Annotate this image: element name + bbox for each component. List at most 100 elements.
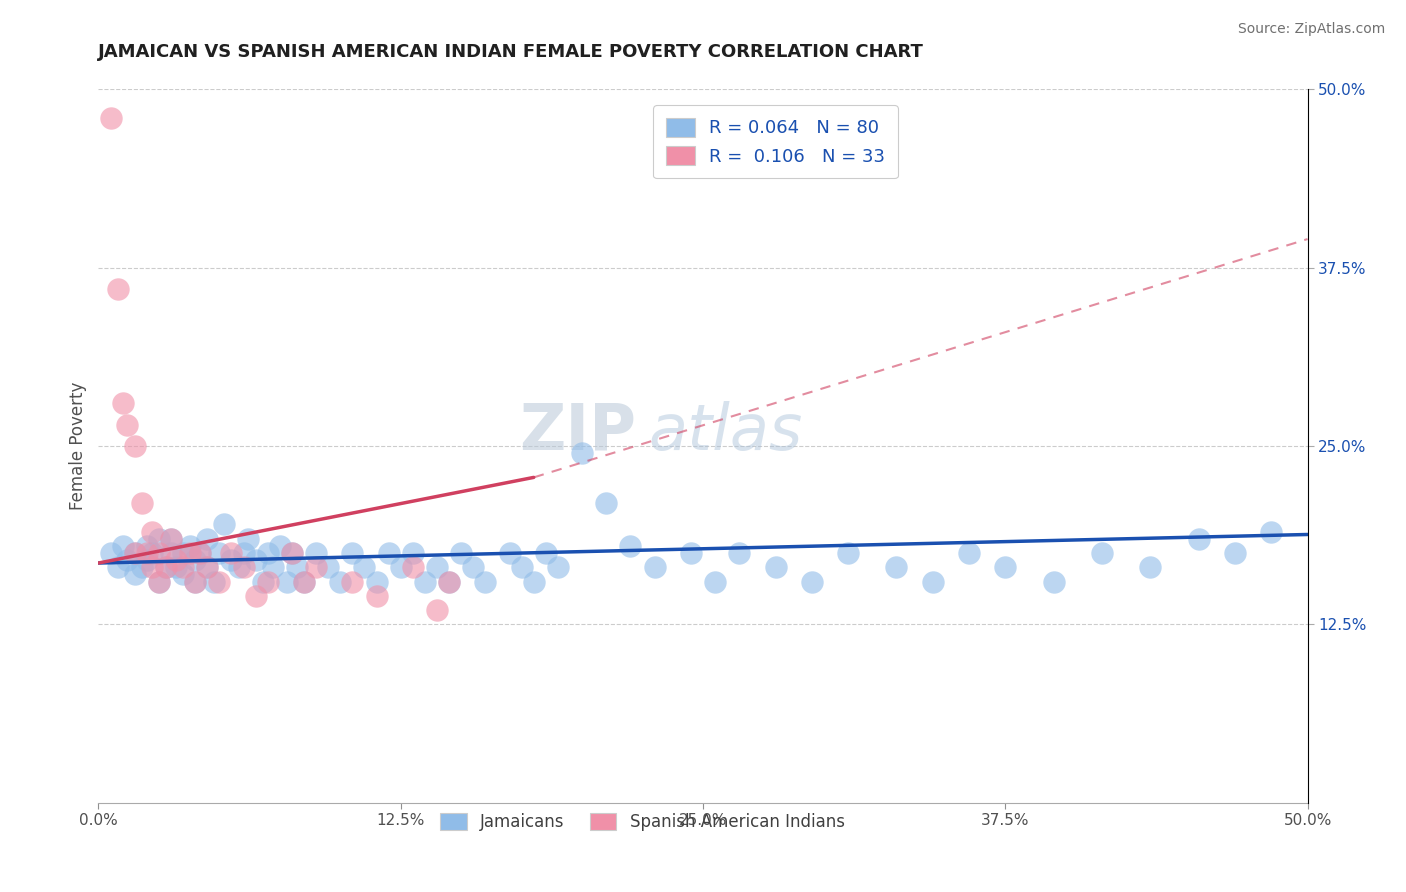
Point	[141, 546, 163, 560]
Point	[437, 574, 460, 589]
Point	[160, 546, 183, 560]
Point	[232, 546, 254, 560]
Point	[269, 539, 291, 553]
Point	[292, 574, 315, 589]
Point	[228, 560, 250, 574]
Point	[100, 111, 122, 125]
Point	[141, 560, 163, 574]
Point	[1260, 524, 1282, 539]
Point	[195, 560, 218, 574]
Point	[204, 574, 226, 589]
Point	[135, 539, 157, 553]
Point	[728, 546, 751, 560]
Point	[124, 439, 146, 453]
Point	[256, 546, 278, 560]
Point	[366, 574, 388, 589]
Point	[498, 546, 520, 560]
Point	[148, 574, 170, 589]
Point	[111, 396, 134, 410]
Point	[413, 574, 436, 589]
Point	[619, 539, 641, 553]
Point	[426, 603, 449, 617]
Text: ZIP: ZIP	[519, 401, 637, 463]
Point	[342, 574, 364, 589]
Point	[281, 546, 304, 560]
Point	[994, 560, 1017, 574]
Point	[353, 560, 375, 574]
Point	[679, 546, 702, 560]
Point	[523, 574, 546, 589]
Point	[402, 546, 425, 560]
Point	[474, 574, 496, 589]
Point	[165, 560, 187, 574]
Point	[1188, 532, 1211, 546]
Point	[195, 532, 218, 546]
Point	[141, 524, 163, 539]
Point	[179, 539, 201, 553]
Point	[184, 553, 207, 567]
Point	[595, 496, 617, 510]
Point	[117, 553, 139, 567]
Point	[124, 567, 146, 582]
Point	[316, 560, 339, 574]
Point	[886, 560, 908, 574]
Legend: Jamaicans, Spanish American Indians: Jamaicans, Spanish American Indians	[430, 803, 855, 841]
Point	[292, 574, 315, 589]
Y-axis label: Female Poverty: Female Poverty	[69, 382, 87, 510]
Point	[510, 560, 533, 574]
Point	[389, 560, 412, 574]
Point	[148, 532, 170, 546]
Point	[305, 546, 328, 560]
Point	[195, 560, 218, 574]
Point	[160, 532, 183, 546]
Point	[644, 560, 666, 574]
Point	[124, 546, 146, 560]
Point	[160, 532, 183, 546]
Point	[172, 560, 194, 574]
Point	[188, 546, 211, 560]
Point	[1139, 560, 1161, 574]
Point	[188, 546, 211, 560]
Point	[377, 546, 399, 560]
Point	[329, 574, 352, 589]
Text: JAMAICAN VS SPANISH AMERICAN INDIAN FEMALE POVERTY CORRELATION CHART: JAMAICAN VS SPANISH AMERICAN INDIAN FEMA…	[98, 43, 924, 61]
Point	[262, 560, 284, 574]
Point	[172, 546, 194, 560]
Point	[463, 560, 485, 574]
Point	[765, 560, 787, 574]
Point	[155, 560, 177, 574]
Point	[921, 574, 943, 589]
Point	[245, 589, 267, 603]
Point	[100, 546, 122, 560]
Point	[837, 546, 859, 560]
Point	[571, 446, 593, 460]
Point	[179, 546, 201, 560]
Point	[276, 574, 298, 589]
Point	[245, 553, 267, 567]
Point	[184, 574, 207, 589]
Point	[426, 560, 449, 574]
Point	[148, 546, 170, 560]
Point	[208, 574, 231, 589]
Point	[547, 560, 569, 574]
Point	[184, 574, 207, 589]
Point	[450, 546, 472, 560]
Point	[124, 546, 146, 560]
Point	[281, 546, 304, 560]
Point	[800, 574, 823, 589]
Point	[305, 560, 328, 574]
Point	[165, 553, 187, 567]
Point	[131, 560, 153, 574]
Point	[534, 546, 557, 560]
Point	[111, 539, 134, 553]
Point	[256, 574, 278, 589]
Point	[135, 546, 157, 560]
Point	[957, 546, 980, 560]
Point	[212, 517, 235, 532]
Point	[1042, 574, 1064, 589]
Point	[402, 560, 425, 574]
Point	[148, 574, 170, 589]
Point	[437, 574, 460, 589]
Point	[252, 574, 274, 589]
Text: atlas: atlas	[648, 401, 803, 463]
